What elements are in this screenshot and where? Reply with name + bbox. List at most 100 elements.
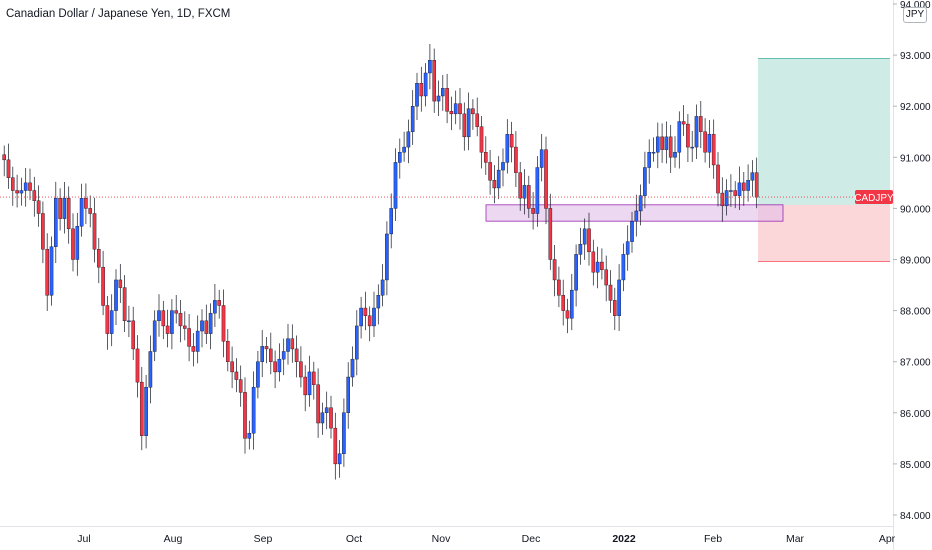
candle — [45, 233, 49, 311]
candle — [535, 156, 540, 227]
candle — [552, 245, 557, 297]
candle-body — [157, 310, 161, 322]
candle — [213, 284, 217, 327]
candle — [690, 130, 694, 162]
candle — [71, 213, 75, 272]
candle-body — [122, 287, 127, 322]
candle — [329, 395, 333, 439]
x-tick-label: 2022 — [612, 533, 636, 545]
y-tick-label: 84.000 — [900, 511, 931, 522]
candle-body — [84, 197, 88, 209]
candle — [428, 44, 432, 90]
candle — [578, 227, 583, 265]
candle-body — [488, 162, 492, 181]
candle — [118, 264, 123, 303]
candle-body — [651, 151, 656, 154]
candle-body — [88, 208, 92, 214]
candle — [269, 332, 273, 375]
candle — [58, 188, 62, 231]
candle — [604, 255, 608, 302]
candle — [522, 169, 527, 215]
candle — [320, 402, 325, 435]
candle-body — [509, 134, 514, 148]
y-tick-label: 91.000 — [900, 153, 931, 164]
currency-badge[interactable]: JPY — [903, 7, 927, 23]
candle — [621, 243, 626, 292]
candle — [613, 287, 617, 331]
candle-body — [552, 259, 557, 281]
candle — [62, 182, 67, 234]
candle — [170, 299, 174, 350]
candle-body — [707, 134, 712, 153]
candle-body — [587, 228, 591, 253]
candle — [574, 244, 578, 307]
candle-body — [355, 325, 359, 360]
candle — [165, 309, 170, 348]
candle-body — [668, 136, 673, 158]
candle — [488, 150, 492, 195]
candle — [514, 131, 518, 188]
candle-body — [174, 310, 179, 314]
candle-body — [565, 310, 570, 319]
candle — [208, 303, 213, 350]
candle-body — [514, 146, 518, 173]
candle — [750, 160, 755, 197]
candle-body — [109, 310, 114, 334]
candle — [54, 181, 58, 264]
candle — [312, 361, 316, 400]
candle — [238, 365, 243, 407]
candle-body — [613, 300, 617, 316]
candle-body — [243, 392, 247, 439]
candle — [161, 300, 166, 340]
candle-body — [638, 195, 643, 212]
candle-body — [544, 149, 548, 209]
candle-body — [389, 208, 394, 235]
candle — [625, 225, 630, 271]
candle-body — [135, 348, 140, 383]
candle — [634, 194, 639, 237]
candle — [703, 118, 707, 163]
last-price-symbol-tag — [855, 190, 893, 205]
candle-body — [574, 254, 578, 291]
candle-body — [608, 284, 613, 301]
y-tick-label: 85.000 — [900, 460, 931, 471]
candle-body — [505, 134, 510, 163]
candle-body — [406, 131, 411, 148]
candle-body — [453, 103, 458, 115]
candle-body — [6, 159, 11, 178]
candle — [290, 324, 295, 363]
candle-body — [600, 261, 604, 270]
candle-body — [531, 208, 535, 214]
candle-body — [15, 190, 19, 194]
candle — [595, 246, 600, 289]
candle — [539, 133, 544, 182]
candle — [225, 329, 230, 372]
candle-body — [286, 338, 290, 352]
candle-body — [535, 167, 540, 214]
candle — [148, 335, 153, 404]
candle-body — [625, 241, 630, 255]
candle — [342, 398, 346, 467]
candle — [350, 346, 355, 387]
candle — [19, 177, 24, 206]
candle — [23, 167, 28, 207]
candle — [79, 183, 84, 237]
candle-body — [711, 134, 716, 166]
candle-body — [2, 154, 6, 161]
candle-body — [96, 249, 101, 268]
candle-body — [484, 151, 488, 163]
candle — [419, 66, 424, 112]
candle-body — [501, 162, 505, 171]
candle — [281, 338, 286, 376]
candle — [436, 80, 441, 116]
candle-body — [144, 387, 148, 436]
y-tick-label: 86.000 — [900, 409, 931, 420]
candle-body — [415, 83, 419, 107]
candle — [84, 183, 88, 225]
candle — [200, 309, 204, 348]
candle-body — [694, 116, 699, 148]
candle — [677, 111, 682, 169]
candle-body — [346, 376, 351, 413]
